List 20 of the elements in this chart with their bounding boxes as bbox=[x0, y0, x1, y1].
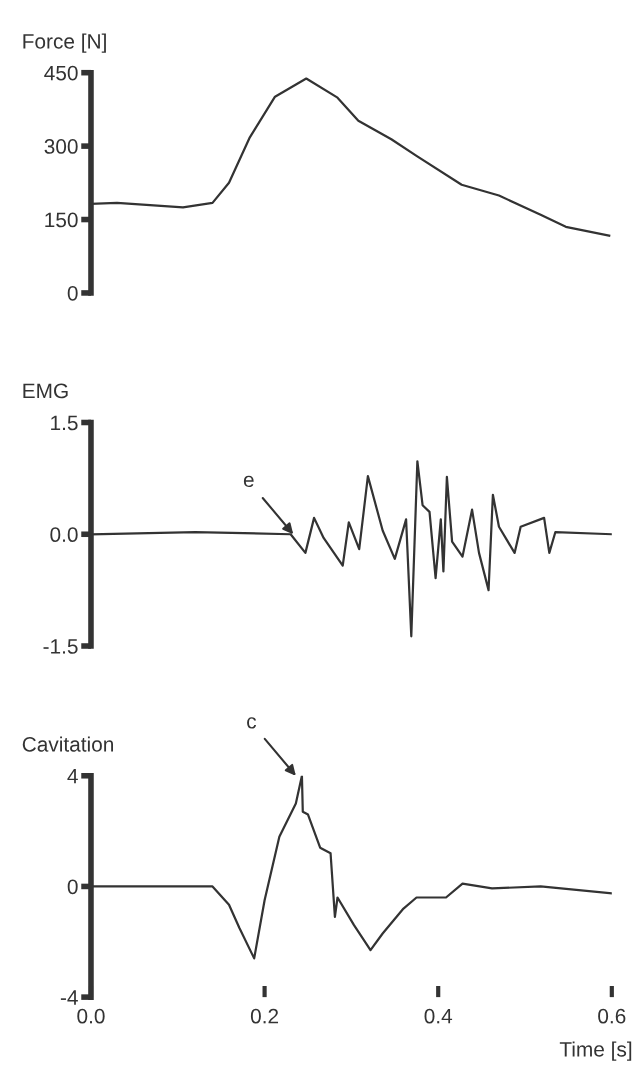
y-tick-label: 4 bbox=[67, 768, 78, 784]
y-tick-label: -1.5 bbox=[43, 639, 78, 654]
y-tick-label: 0.0 bbox=[50, 527, 78, 543]
x-tick-label: 0.6 bbox=[598, 1008, 626, 1024]
y-tick-label: 300 bbox=[44, 139, 78, 154]
y-tick-label: -4 bbox=[60, 990, 78, 1005]
y-axis-title: Force [N] bbox=[23, 33, 106, 53]
annotation: e bbox=[243, 475, 254, 488]
y-tick-label: 0 bbox=[67, 285, 78, 301]
y-axis-title: EMG bbox=[23, 383, 68, 399]
x-tick-label: 0.2 bbox=[250, 1008, 279, 1024]
y-tick-label: 0 bbox=[67, 879, 78, 895]
y-tick-label: 1.5 bbox=[51, 415, 78, 431]
x-tick-label: 0.4 bbox=[424, 1008, 453, 1024]
annotation: c bbox=[247, 717, 257, 729]
y-axis-title: Cavitation bbox=[22, 736, 113, 752]
y-tick-label: 450 bbox=[44, 65, 78, 81]
x-tick-label: 0.0 bbox=[77, 1008, 105, 1024]
x-axis-title: Time [s] bbox=[559, 1041, 632, 1061]
y-tick-label: 150 bbox=[45, 212, 78, 228]
